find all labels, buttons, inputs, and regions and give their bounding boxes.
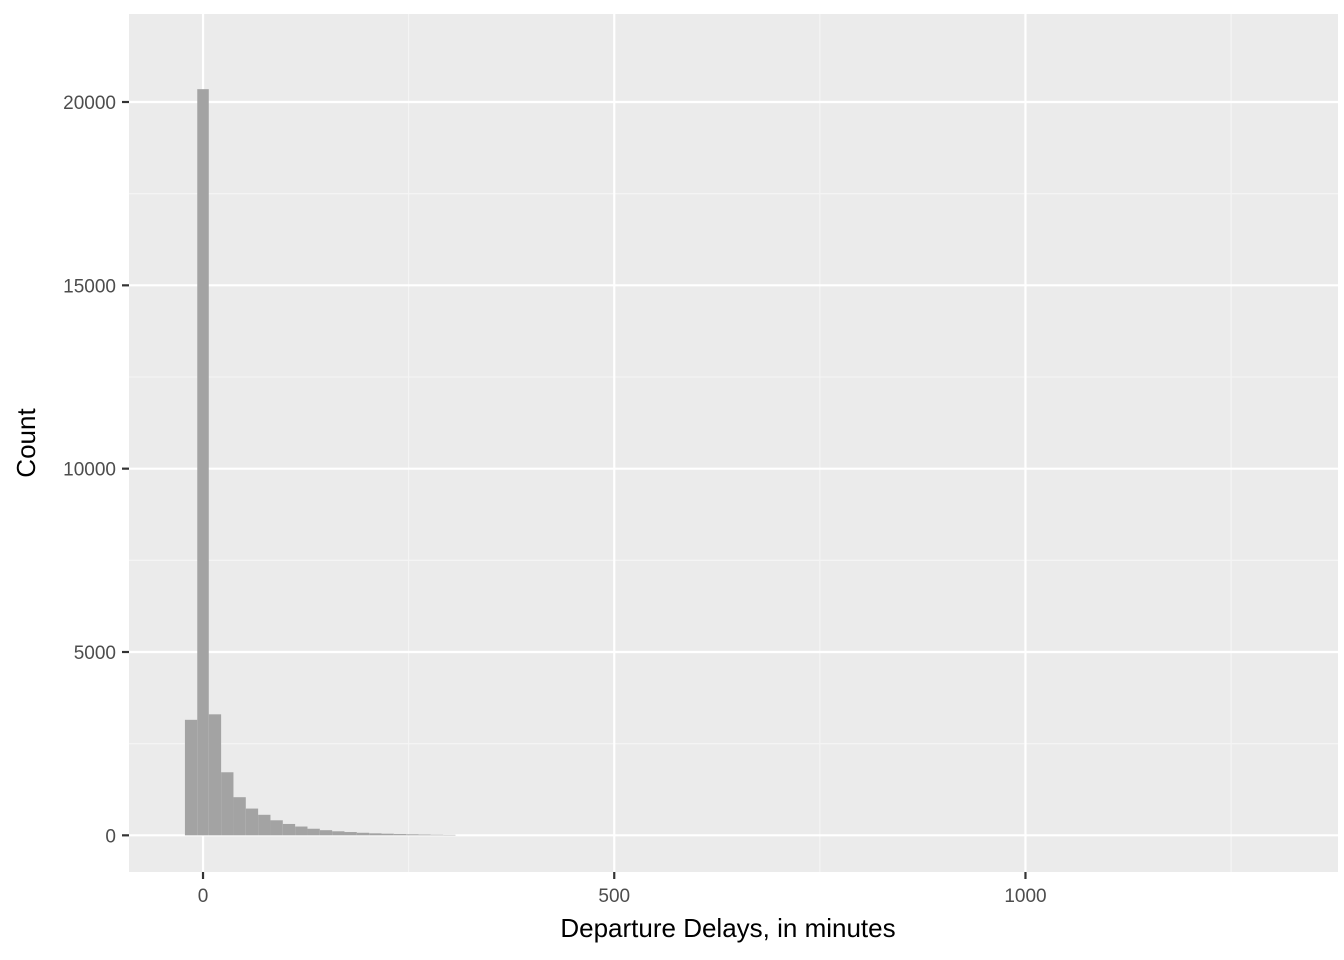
x-tick-label: 1000 <box>1004 886 1046 907</box>
histogram-bar <box>369 833 382 836</box>
histogram-bar <box>344 832 357 836</box>
histogram-bar <box>381 833 394 836</box>
x-axis: 0 500 1000 <box>198 872 1047 907</box>
grid-minor <box>129 14 1338 872</box>
histogram-bar <box>245 808 259 836</box>
histogram-bar <box>332 831 345 836</box>
histogram-bars <box>184 89 456 836</box>
y-tick-label: 5000 <box>74 643 116 664</box>
histogram-bar <box>233 797 246 836</box>
histogram-bar <box>307 828 320 836</box>
histogram-bar <box>197 89 209 836</box>
histogram-bar <box>393 834 407 836</box>
plot-panel <box>129 14 1338 872</box>
x-axis-title: Departure Delays, in minutes <box>560 913 895 943</box>
histogram-bar <box>221 772 234 836</box>
histogram-bar <box>430 834 444 836</box>
histogram-bar <box>319 830 333 836</box>
histogram-bar <box>270 820 283 836</box>
y-tick-label: 10000 <box>63 460 116 481</box>
y-tick-label: 15000 <box>63 276 116 297</box>
x-tick-label: 0 <box>198 886 209 907</box>
histogram-bar <box>295 826 308 836</box>
histogram-bar <box>208 714 222 836</box>
histogram-bar <box>406 834 419 836</box>
x-tick-label: 500 <box>598 886 630 907</box>
y-axis-title: Count <box>11 408 41 478</box>
histogram-bar <box>258 814 271 836</box>
histogram-bar <box>184 719 198 836</box>
histogram-bar <box>418 834 431 836</box>
histogram-bar <box>443 834 456 836</box>
y-tick-label: 0 <box>105 826 116 847</box>
histogram-bar <box>356 832 370 836</box>
histogram-bar <box>282 823 296 836</box>
y-axis: 0 5000 10000 15000 20000 <box>63 93 129 847</box>
y-tick-label: 20000 <box>63 93 116 114</box>
